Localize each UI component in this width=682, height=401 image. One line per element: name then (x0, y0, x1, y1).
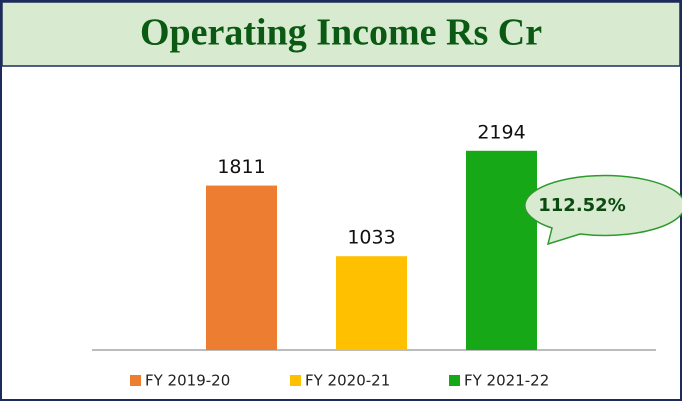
legend-label: FY 2019-20 (145, 372, 230, 390)
bar (206, 185, 277, 350)
legend-swatch (290, 375, 301, 386)
annotation: 112.52% (538, 195, 626, 216)
value-label: 1033 (347, 227, 395, 249)
value-label: 2194 (477, 121, 525, 143)
legend-swatch (130, 375, 141, 386)
bar (336, 256, 407, 350)
value-label: 1811 (217, 156, 265, 178)
bar (466, 150, 537, 350)
title-box (1, 1, 681, 67)
chart-title: Operating Income Rs Cr (140, 12, 542, 54)
callout (524, 174, 682, 246)
legend-swatch (449, 375, 460, 386)
legend-label: FY 2020-21 (305, 372, 390, 390)
legend-label: FY 2021-22 (464, 372, 549, 390)
